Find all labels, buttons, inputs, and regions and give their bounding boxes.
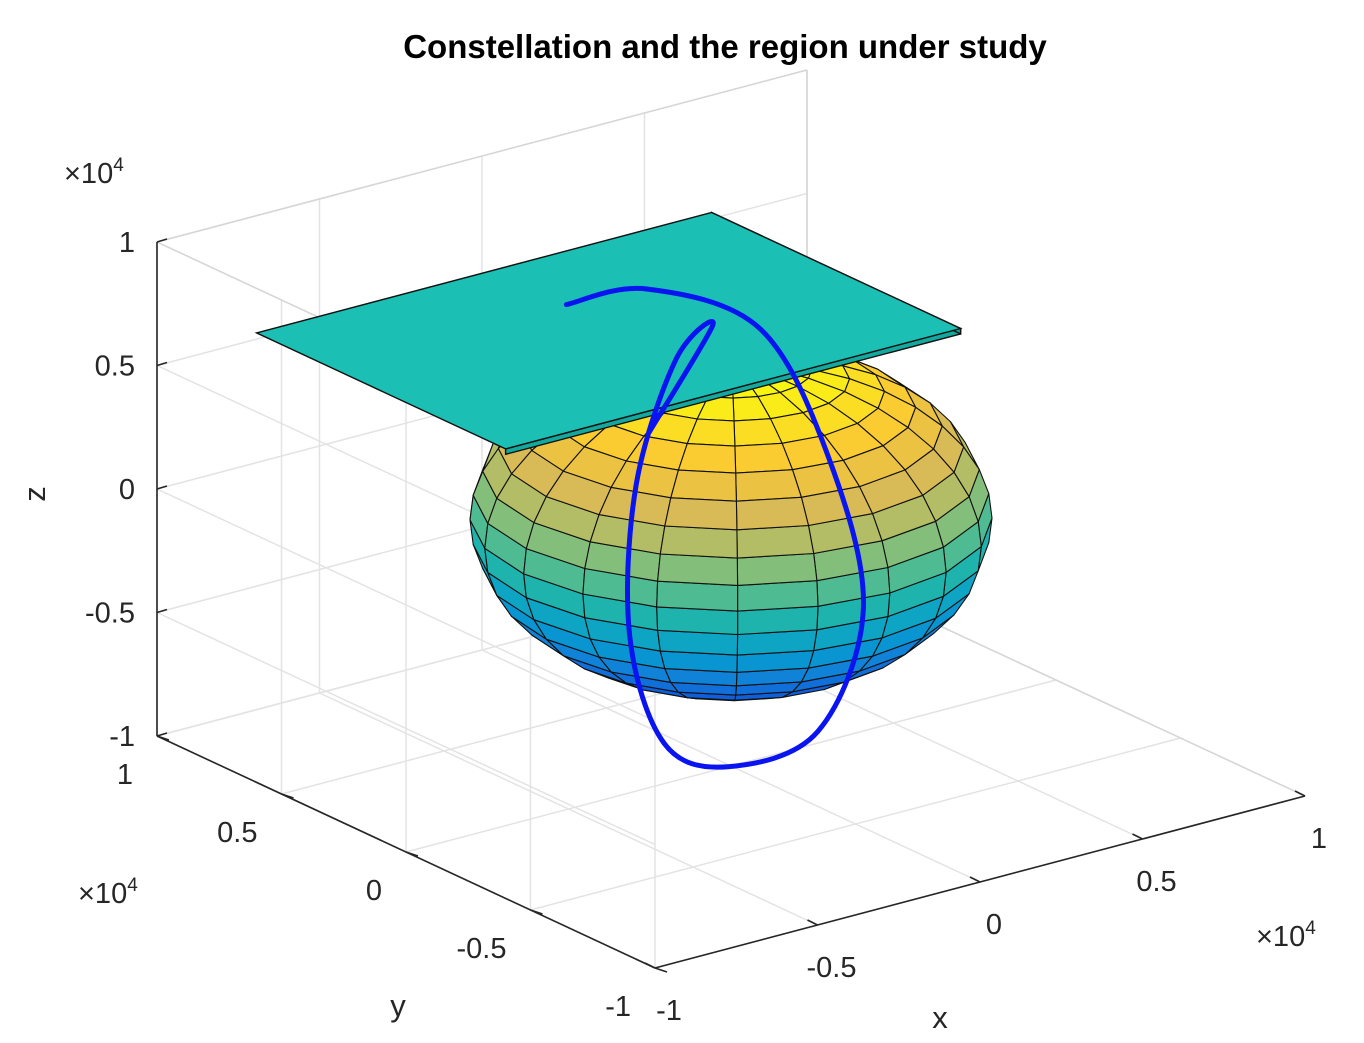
earth-face [657,553,739,586]
x-tick-label: 0.5 [1136,866,1176,898]
y-tick-label: -0.5 [457,933,507,965]
earth-face [736,552,818,586]
y-tick [281,793,294,799]
box-edge [156,69,808,243]
earth-face [659,525,738,559]
x-axis-label: x [932,1000,948,1035]
grid-line [156,488,656,722]
z-tick [156,608,168,614]
y-tick-label: 1 [117,759,133,791]
grid-line [530,737,1181,911]
z-tick-label: 0 [119,474,135,506]
earth-face [734,442,794,474]
orbit-line [563,285,866,770]
x-tick [644,962,656,969]
x-exponent: ×104 [1256,918,1316,953]
earth-face [736,524,815,559]
z-axis-label: z [17,486,52,502]
earth-face [670,469,737,502]
y-tick-label: 0 [366,875,382,907]
z-tick-label: 0.5 [95,351,135,383]
x-tick [1294,790,1306,797]
orbit-track [563,285,866,770]
earth-face [737,580,819,612]
axes-ticks: -1 -0.5 0 0.5 1 -1 -0.5 0 0.5 1 -1 -0.5 0 0.5 1 [85,227,1327,1027]
x-tick [1132,833,1143,840]
y-tick [654,967,668,973]
x-tick-label: -0.5 [807,952,857,984]
chart-title: Constellation and the region under study [403,28,1047,65]
y-tick [156,735,170,741]
earth-face [735,496,810,531]
earth-face [677,443,737,474]
z-tick [156,732,168,737]
x-tick-label: 1 [1311,823,1327,855]
y-tick [405,851,419,857]
y-exponent: ×104 [78,875,138,910]
region-plate [254,211,963,456]
earth-face [664,497,738,531]
z-tick-label: -1 [109,721,135,753]
grid-line [156,611,656,846]
y-tick-label: -1 [605,991,631,1023]
x-tick [807,919,818,926]
z-tick [156,238,168,243]
x-tick [969,876,981,883]
y-tick [530,909,543,915]
y-axis-label: y [390,988,406,1023]
earth-face [656,580,739,612]
y-tick-label: 0.5 [217,817,257,849]
z-tick [156,361,168,367]
plate-top [254,211,963,450]
z-exponent: ×104 [64,155,124,190]
earth-face [735,469,802,502]
z-tick [156,485,168,490]
x-tick-label: -1 [656,995,682,1027]
z-tick-label: -0.5 [85,598,135,630]
earth-face [656,606,739,636]
z-tick-label: 1 [119,227,135,259]
x-tick-label: 0 [986,909,1002,941]
